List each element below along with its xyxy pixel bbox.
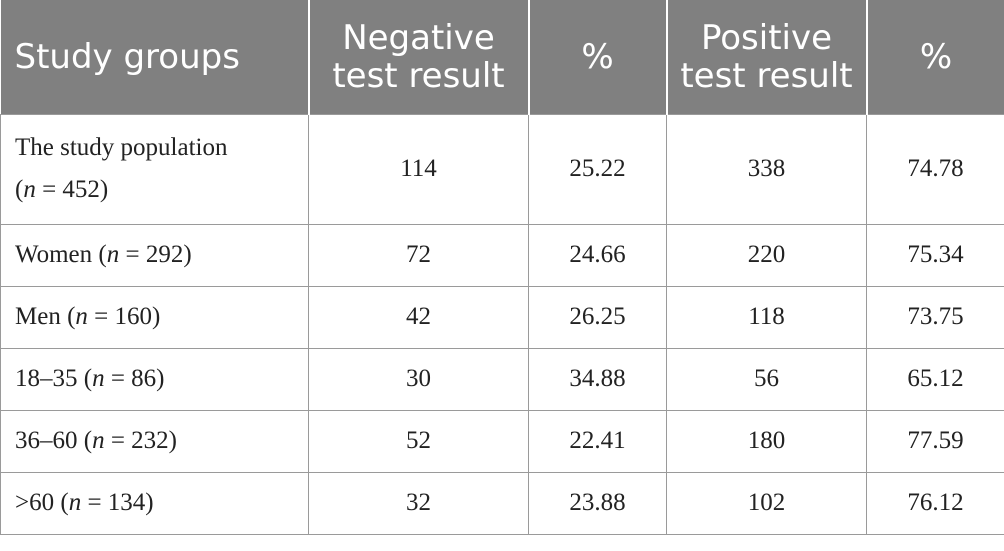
- table-header: Study groups Negative test result % Posi…: [0, 0, 1004, 114]
- group-paren: (: [54, 489, 69, 516]
- header-label: %: [919, 36, 953, 77]
- table-body: The study population (n = 452) 114 25.22 …: [0, 113, 1004, 535]
- negative-percent-cell: 26.25: [528, 285, 667, 349]
- negative-count-cell: 52: [308, 409, 529, 473]
- group-count: = 232): [104, 427, 178, 454]
- group-count: = 134): [81, 489, 154, 516]
- header-label: Study groups: [14, 36, 240, 77]
- header-label: Positive: [700, 17, 833, 58]
- header-study-groups: Study groups: [0, 0, 309, 114]
- results-table: Study groups Negative test result % Posi…: [0, 0, 1004, 535]
- negative-count-cell: 72: [308, 223, 529, 287]
- group-paren: (: [15, 176, 24, 203]
- header-label: test result: [680, 55, 853, 96]
- header-label: test result: [332, 55, 505, 96]
- positive-count-cell: 102: [666, 471, 867, 535]
- negative-count-cell: 42: [308, 285, 529, 349]
- positive-percent-cell: 75.34: [866, 223, 1004, 287]
- group-count: = 292): [119, 241, 192, 268]
- group-label: Men: [15, 303, 61, 330]
- study-group-cell: >60 (n = 134): [0, 471, 309, 535]
- positive-percent-cell: 73.75: [866, 285, 1004, 349]
- group-paren: (: [92, 241, 107, 268]
- positive-count-cell: 56: [666, 347, 867, 411]
- positive-percent-cell: 76.12: [866, 471, 1004, 535]
- table-row: 36–60 (n = 232) 52 22.41 180 77.59: [0, 409, 1004, 473]
- positive-count-cell: 338: [666, 113, 867, 225]
- table-row: >60 (n = 134) 32 23.88 102 76.12: [0, 471, 1004, 535]
- table-row: Women (n = 292) 72 24.66 220 75.34: [0, 223, 1004, 287]
- negative-count-cell: 30: [308, 347, 529, 411]
- group-paren: (: [77, 427, 93, 454]
- group-label: Women: [15, 241, 93, 268]
- n-symbol: n: [106, 241, 120, 268]
- header-pos-percent: %: [865, 0, 1004, 114]
- n-symbol: n: [92, 365, 105, 392]
- positive-count-cell: 180: [666, 409, 867, 473]
- positive-count-cell: 118: [666, 285, 867, 349]
- n-symbol: n: [68, 489, 82, 516]
- group-paren: (: [60, 303, 76, 330]
- table-row: The study population (n = 452) 114 25.22 …: [0, 113, 1004, 225]
- n-symbol: n: [75, 303, 88, 330]
- table-row: Men (n = 160) 42 26.25 118 73.75: [0, 285, 1004, 349]
- header-label: %: [581, 36, 614, 77]
- n-symbol: n: [92, 427, 105, 454]
- study-group-cell: The study population (n = 452): [0, 113, 309, 225]
- n-symbol: n: [23, 176, 36, 203]
- study-group-cell: Women (n = 292): [0, 223, 309, 287]
- negative-percent-cell: 25.22: [528, 113, 667, 225]
- group-count: = 86): [104, 365, 165, 392]
- study-group-cell: Men (n = 160): [0, 285, 309, 349]
- group-paren: (: [77, 365, 93, 392]
- group-count: = 160): [87, 303, 161, 330]
- header-negative: Negative test result: [307, 0, 529, 114]
- header-label: Negative: [342, 17, 495, 58]
- header-row: Study groups Negative test result % Posi…: [0, 0, 1004, 114]
- negative-percent-cell: 24.66: [528, 223, 667, 287]
- positive-percent-cell: 77.59: [866, 409, 1004, 473]
- positive-percent-cell: 65.12: [866, 347, 1004, 411]
- header-positive: Positive test result: [665, 0, 867, 114]
- header-neg-percent: %: [527, 0, 667, 114]
- negative-percent-cell: 23.88: [528, 471, 667, 535]
- negative-percent-cell: 22.41: [528, 409, 667, 473]
- positive-percent-cell: 74.78: [866, 113, 1004, 225]
- study-group-cell: 18–35 (n = 86): [0, 347, 309, 411]
- positive-count-cell: 220: [666, 223, 867, 287]
- negative-count-cell: 32: [308, 471, 529, 535]
- group-count: = 452): [35, 176, 109, 203]
- negative-percent-cell: 34.88: [528, 347, 667, 411]
- group-label: >60: [15, 489, 55, 516]
- table-row: 18–35 (n = 86) 30 34.88 56 65.12: [0, 347, 1004, 411]
- group-label: The study population: [15, 134, 228, 161]
- group-label: 36–60: [15, 427, 78, 454]
- study-group-cell: 36–60 (n = 232): [0, 409, 309, 473]
- negative-count-cell: 114: [308, 113, 529, 225]
- group-label: 18–35: [15, 365, 78, 392]
